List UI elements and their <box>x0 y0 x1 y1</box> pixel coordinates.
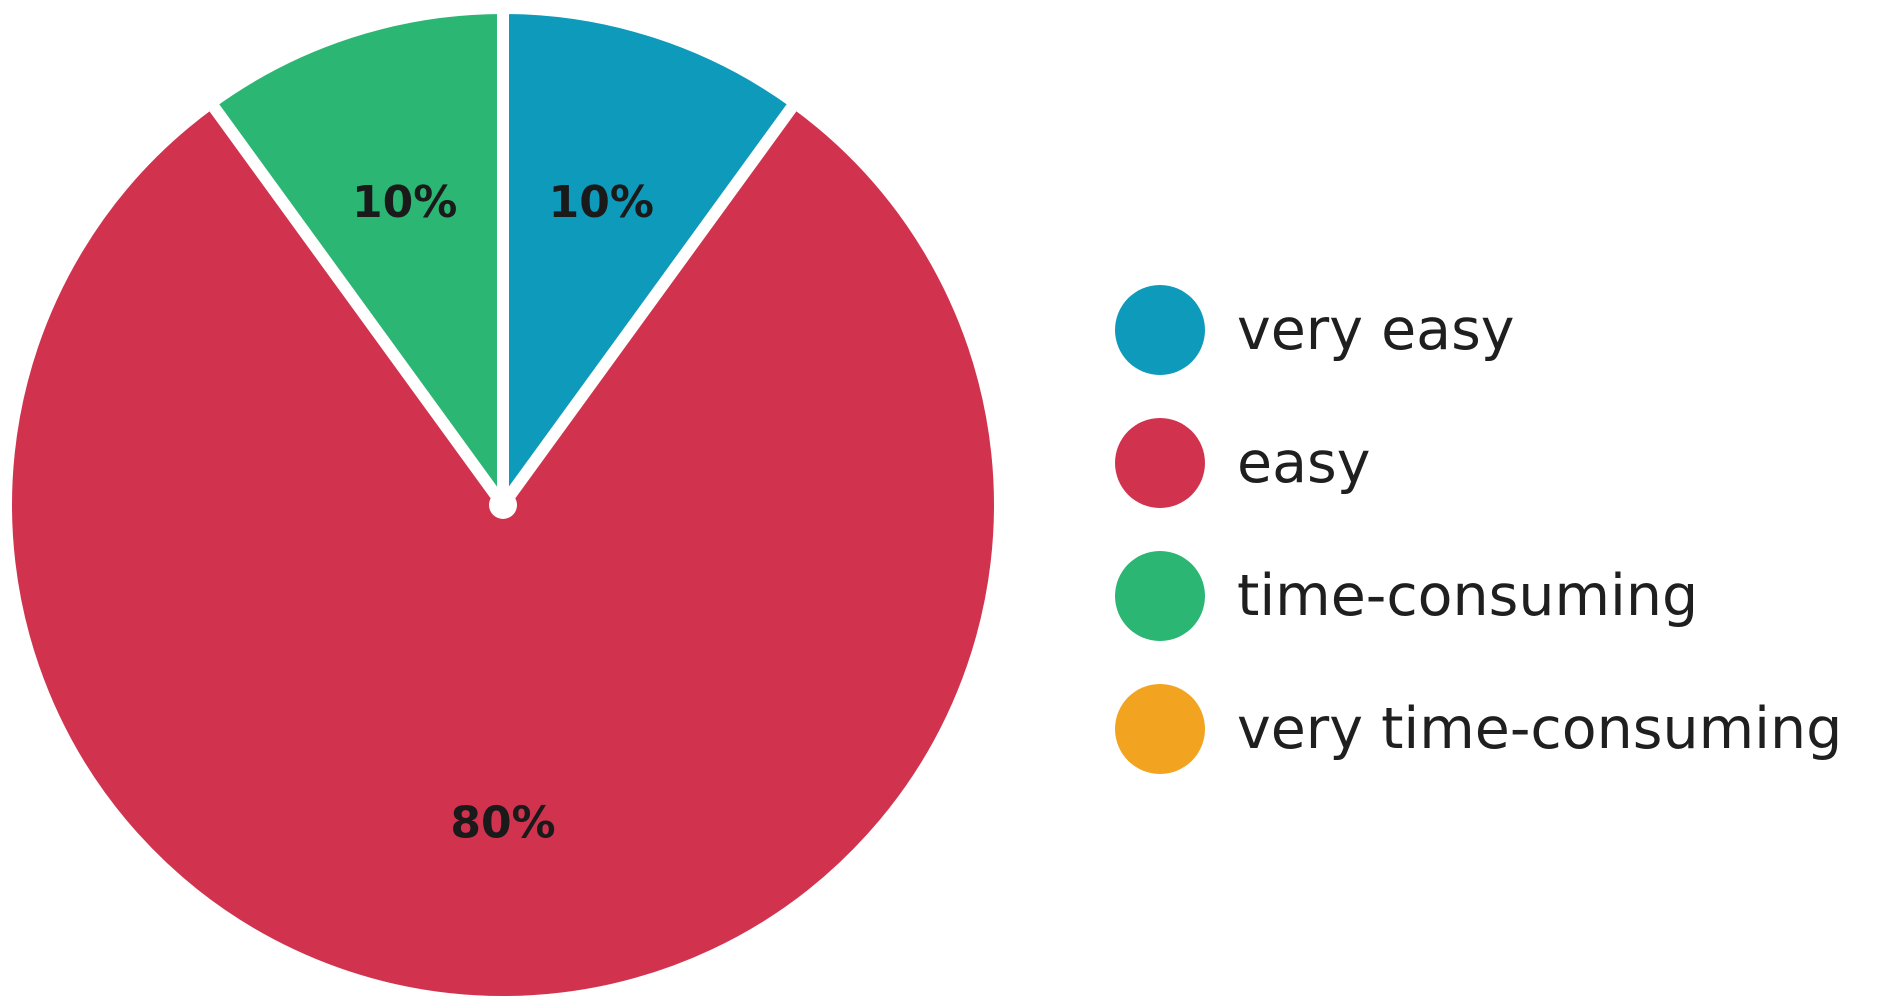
legend-label: time-consuming <box>1237 563 1699 629</box>
legend-item-time-consuming[interactable]: time-consuming <box>1115 551 1842 641</box>
legend-label: easy <box>1237 430 1371 496</box>
slice-value-label: 10% <box>549 177 654 228</box>
pie-slice-easy[interactable] <box>0 96 1006 1000</box>
legend-item-very-easy[interactable]: very easy <box>1115 285 1842 375</box>
legend: very easy easy time-consuming very time-… <box>1115 285 1842 774</box>
legend-label: very time-consuming <box>1237 696 1843 762</box>
slice-value-label: 80% <box>450 798 555 849</box>
legend-swatch <box>1115 418 1205 508</box>
legend-item-easy[interactable]: easy <box>1115 418 1842 508</box>
legend-swatch <box>1115 684 1205 774</box>
pie-center-dot <box>489 491 517 519</box>
legend-swatch <box>1115 285 1205 375</box>
legend-label: very easy <box>1237 297 1515 363</box>
slice-value-label: 10% <box>352 177 457 228</box>
pie-slice-time-consuming[interactable] <box>204 2 509 511</box>
legend-swatch <box>1115 551 1205 641</box>
legend-item-very-time-consuming[interactable]: very time-consuming <box>1115 684 1842 774</box>
pie-slice-very-easy[interactable] <box>497 2 802 511</box>
